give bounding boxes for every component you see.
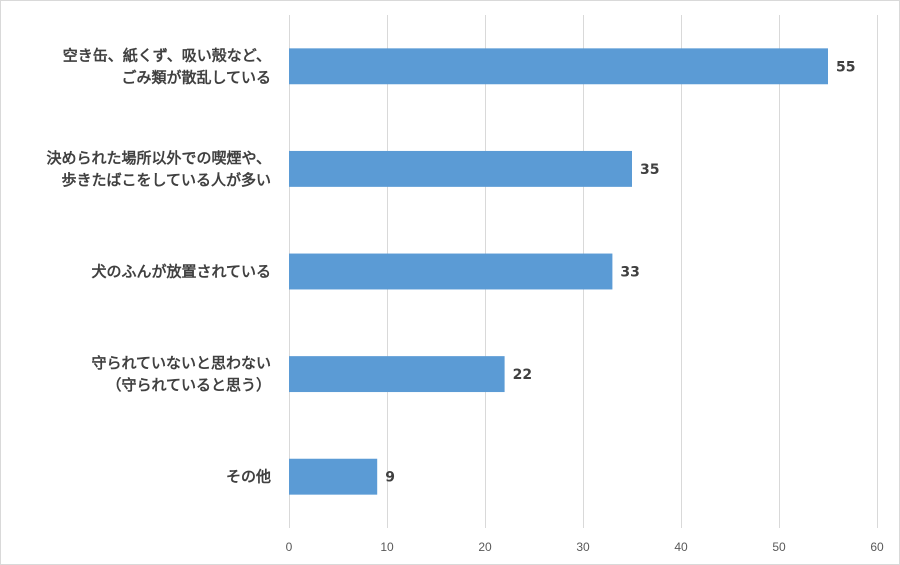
- data-label: 22: [513, 367, 532, 383]
- bar: [289, 48, 828, 85]
- data-label: 9: [385, 470, 395, 486]
- x-tick-label: 0: [286, 540, 293, 554]
- bar: [289, 356, 505, 393]
- x-tick-label: 30: [576, 540, 590, 554]
- category-label: ごみ類が散乱している: [121, 68, 271, 86]
- x-tick-label: 50: [772, 540, 786, 554]
- category-label: 空き缶、紙くず、吸い殻など、: [63, 46, 271, 64]
- category-label: 歩きたばこをしている人が多い: [61, 171, 271, 189]
- category-label: 決められた場所以外での喫煙や、: [46, 149, 271, 167]
- category-label: その他: [226, 468, 271, 486]
- bar: [289, 150, 632, 187]
- x-tick-label: 60: [870, 540, 884, 554]
- category-label: 犬のふんが放置されている: [91, 263, 271, 281]
- x-tick-label: 40: [674, 540, 688, 554]
- bar: [289, 253, 613, 290]
- x-tick-label: 10: [380, 540, 394, 554]
- x-tick-label: 20: [478, 540, 492, 554]
- category-label: （守られていると思う）: [106, 376, 271, 394]
- data-label: 55: [836, 59, 855, 75]
- data-label: 33: [620, 265, 639, 281]
- bar: [289, 458, 378, 495]
- category-label: 守られていないと思わない: [91, 354, 271, 372]
- data-label: 35: [640, 162, 659, 178]
